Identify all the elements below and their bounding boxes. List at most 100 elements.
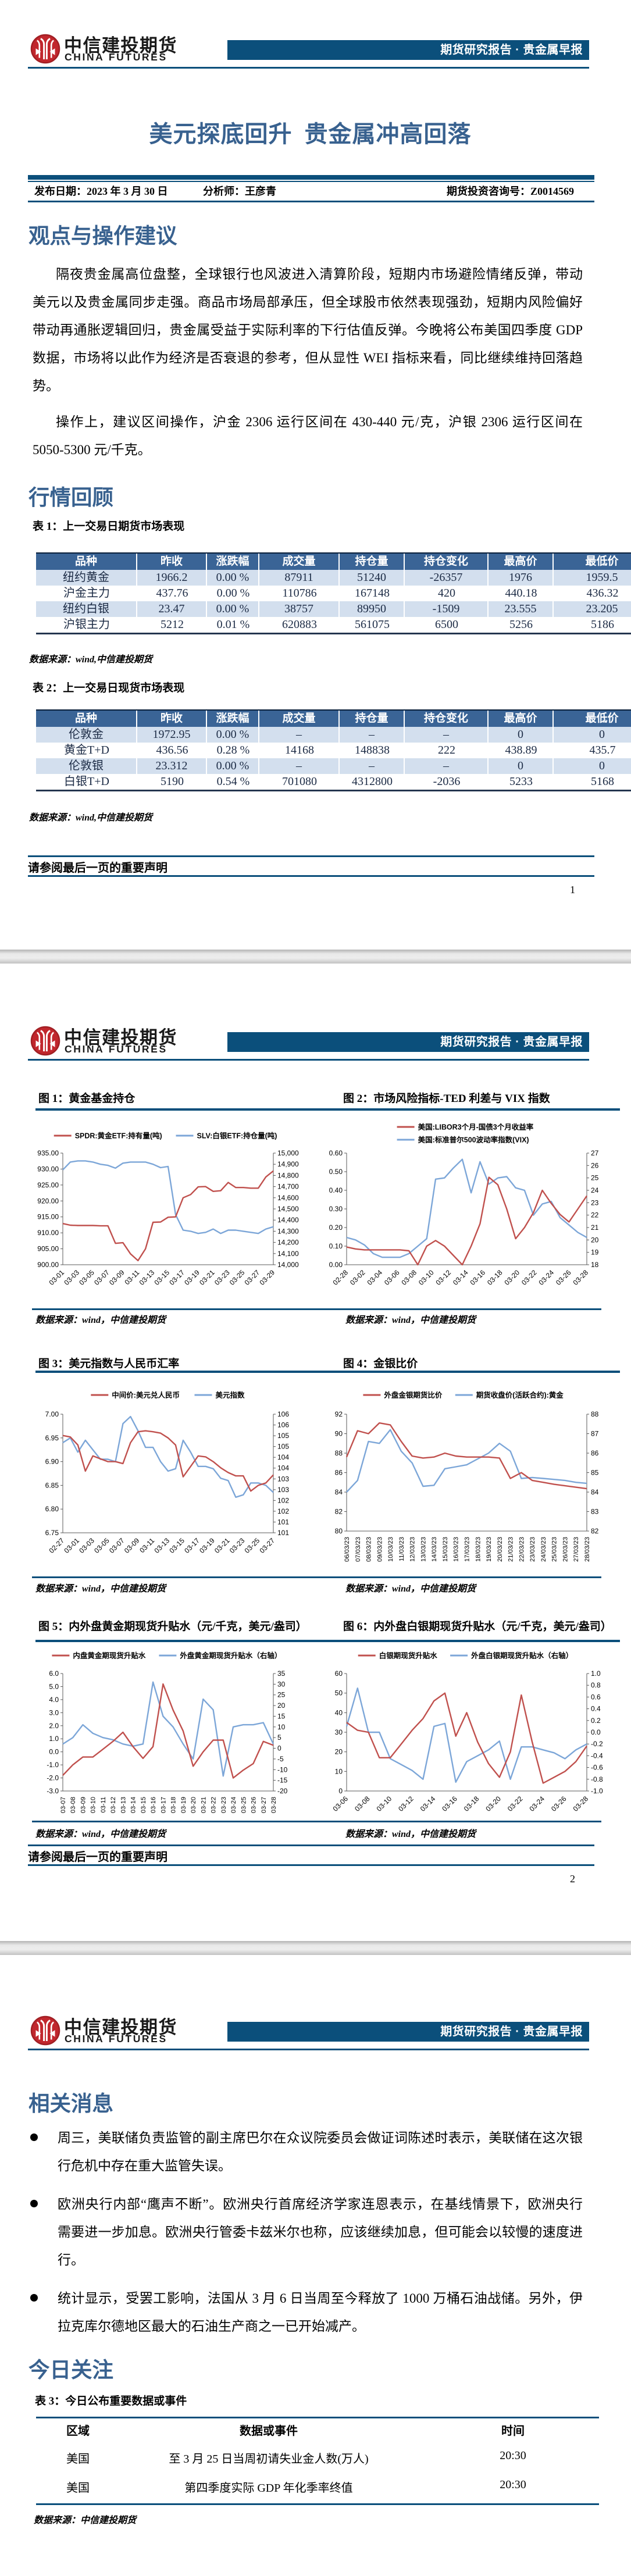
svg-text:6.75: 6.75 [45, 1529, 59, 1537]
svg-text:-5: -5 [277, 1755, 284, 1763]
svg-text:-0.6: -0.6 [591, 1764, 603, 1772]
svg-text:美国:LIBOR3个月-国债3个月收益率: 美国:LIBOR3个月-国债3个月收益率 [418, 1123, 534, 1132]
svg-text:美国:标准普尔500波动率指数(VIX): 美国:标准普尔500波动率指数(VIX) [418, 1136, 529, 1144]
svg-text:15,000: 15,000 [277, 1149, 299, 1157]
svg-text:16/03/23: 16/03/23 [453, 1537, 460, 1562]
svg-text:2.0: 2.0 [49, 1722, 59, 1730]
svg-text:03-22: 03-22 [506, 1794, 525, 1813]
svg-text:101: 101 [277, 1529, 289, 1537]
svg-text:25/03/23: 25/03/23 [551, 1537, 558, 1562]
svg-text:23: 23 [591, 1198, 599, 1207]
svg-text:3.0: 3.0 [49, 1708, 59, 1717]
svg-text:102: 102 [277, 1496, 289, 1504]
svg-text:0.6: 0.6 [591, 1693, 601, 1701]
svg-text:905.00: 905.00 [37, 1245, 59, 1253]
svg-text:07/03/23: 07/03/23 [355, 1537, 362, 1562]
svg-text:84: 84 [591, 1488, 599, 1496]
svg-text:60: 60 [335, 1669, 343, 1678]
svg-text:30: 30 [335, 1728, 343, 1736]
svg-text:80: 80 [335, 1527, 343, 1535]
svg-text:0.0: 0.0 [591, 1728, 601, 1736]
svg-text:5.0: 5.0 [49, 1682, 59, 1690]
svg-text:26: 26 [591, 1161, 599, 1169]
svg-text:-20: -20 [277, 1787, 288, 1795]
svg-text:03-02: 03-02 [348, 1268, 367, 1287]
svg-text:03-13: 03-13 [120, 1797, 127, 1813]
svg-text:03-16: 03-16 [440, 1794, 459, 1813]
svg-text:03-13: 03-13 [153, 1536, 172, 1555]
svg-text:4.0: 4.0 [49, 1696, 59, 1704]
svg-text:03-03: 03-03 [77, 1536, 96, 1555]
svg-text:0: 0 [277, 1744, 281, 1753]
svg-text:925.00: 925.00 [37, 1181, 59, 1189]
svg-text:03-15: 03-15 [153, 1268, 172, 1287]
svg-text:18: 18 [591, 1261, 599, 1269]
svg-text:88: 88 [591, 1410, 599, 1418]
svg-text:02-27: 02-27 [48, 1536, 66, 1555]
svg-text:11/03/23: 11/03/23 [398, 1537, 405, 1561]
svg-text:03-27: 03-27 [243, 1268, 262, 1287]
svg-text:外盘白银期现货升贴水（右轴）: 外盘白银期现货升贴水（右轴） [470, 1651, 573, 1660]
svg-text:03-24: 03-24 [527, 1794, 546, 1813]
svg-text:15: 15 [277, 1712, 286, 1720]
svg-text:105: 105 [277, 1443, 289, 1451]
svg-text:03-17: 03-17 [167, 1268, 186, 1287]
svg-text:20/03/23: 20/03/23 [497, 1537, 504, 1562]
svg-text:SPDR:黄金ETF:持有量(吨): SPDR:黄金ETF:持有量(吨) [75, 1132, 162, 1140]
svg-text:25: 25 [591, 1174, 599, 1182]
svg-text:102: 102 [277, 1507, 289, 1515]
svg-text:14/03/23: 14/03/23 [431, 1537, 438, 1562]
svg-text:86: 86 [335, 1469, 343, 1477]
svg-text:12/03/23: 12/03/23 [409, 1537, 416, 1562]
svg-text:03-22: 03-22 [211, 1797, 218, 1813]
svg-text:03-16: 03-16 [150, 1797, 157, 1813]
svg-text:82: 82 [591, 1527, 599, 1535]
svg-text:21: 21 [591, 1223, 599, 1232]
svg-text:6.80: 6.80 [45, 1505, 59, 1513]
svg-text:03-21: 03-21 [200, 1797, 207, 1813]
svg-text:24/03/23: 24/03/23 [540, 1537, 547, 1562]
svg-text:27: 27 [591, 1149, 599, 1157]
svg-text:03-23: 03-23 [220, 1797, 227, 1813]
svg-text:106: 106 [277, 1421, 289, 1429]
svg-text:09/03/23: 09/03/23 [376, 1537, 383, 1562]
svg-text:14,000: 14,000 [277, 1261, 299, 1269]
svg-text:03-10: 03-10 [90, 1797, 97, 1813]
svg-text:14,100: 14,100 [277, 1250, 299, 1258]
svg-text:03-25: 03-25 [228, 1268, 247, 1287]
svg-text:82: 82 [335, 1508, 343, 1516]
svg-text:40: 40 [335, 1708, 343, 1717]
svg-text:7.00: 7.00 [45, 1410, 59, 1418]
svg-text:03-06: 03-06 [331, 1794, 350, 1813]
svg-text:900.00: 900.00 [37, 1261, 59, 1269]
svg-text:03-24: 03-24 [537, 1268, 556, 1287]
svg-text:935.00: 935.00 [37, 1149, 59, 1157]
svg-text:03-12: 03-12 [110, 1797, 117, 1813]
svg-text:20: 20 [335, 1748, 343, 1756]
svg-text:22: 22 [591, 1211, 599, 1219]
svg-text:22/03/23: 22/03/23 [518, 1537, 525, 1562]
svg-text:10: 10 [335, 1767, 343, 1775]
svg-text:03-23: 03-23 [213, 1268, 231, 1287]
svg-text:03-24: 03-24 [230, 1797, 237, 1813]
svg-text:03-26: 03-26 [550, 1794, 568, 1813]
svg-text:03-28: 03-28 [270, 1797, 277, 1813]
svg-text:内盘黄金期现货升贴水: 内盘黄金期现货升贴水 [73, 1651, 146, 1660]
svg-text:0.00: 0.00 [329, 1261, 343, 1269]
svg-text:0.4: 0.4 [591, 1705, 601, 1713]
svg-text:03-28: 03-28 [572, 1268, 590, 1287]
svg-text:104: 104 [277, 1464, 289, 1472]
svg-text:03-23: 03-23 [228, 1536, 247, 1555]
svg-text:03-04: 03-04 [366, 1268, 384, 1287]
svg-text:910.00: 910.00 [37, 1229, 59, 1237]
svg-text:03-09: 03-09 [123, 1536, 141, 1555]
svg-text:03-07: 03-07 [60, 1797, 67, 1813]
svg-text:6.85: 6.85 [45, 1481, 59, 1489]
svg-text:03-14: 03-14 [451, 1268, 470, 1287]
svg-text:18/03/23: 18/03/23 [475, 1537, 482, 1562]
svg-text:03-25: 03-25 [240, 1797, 247, 1813]
svg-text:26/03/23: 26/03/23 [562, 1537, 569, 1562]
svg-text:03-01: 03-01 [62, 1536, 81, 1555]
svg-text:27/03/23: 27/03/23 [573, 1537, 580, 1562]
svg-text:-3.0: -3.0 [47, 1787, 59, 1795]
